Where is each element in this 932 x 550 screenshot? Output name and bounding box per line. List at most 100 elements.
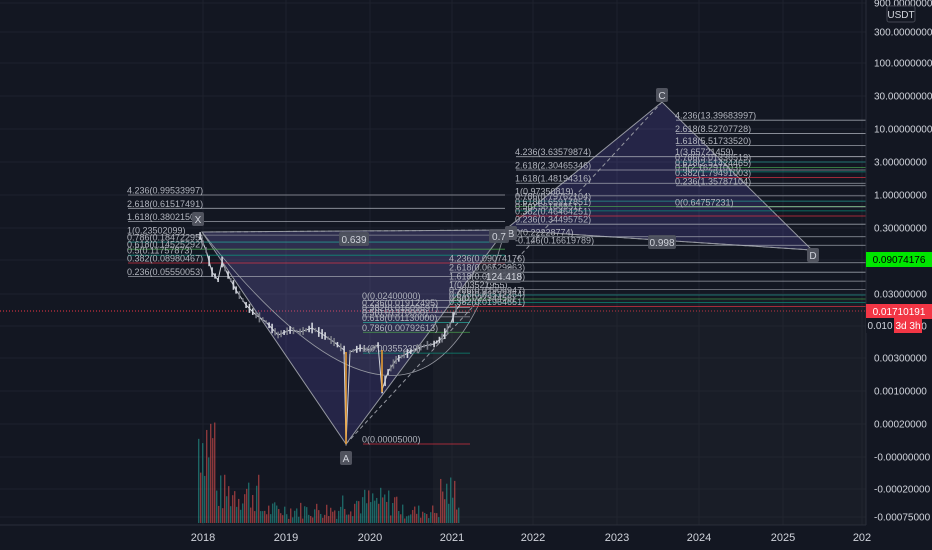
candle [406, 348, 409, 358]
candle [299, 328, 301, 336]
candle [355, 345, 358, 353]
candle [283, 330, 285, 335]
volume-bar [452, 497, 454, 523]
volume-bar [454, 480, 456, 523]
candle [433, 340, 435, 348]
fib-label: 2.618(0.61517491) [127, 199, 203, 209]
fib-label: 1.618(0.38021505) [127, 212, 203, 222]
volume-bar [240, 509, 242, 523]
volume-bar [250, 507, 252, 523]
y-tick-label: -0.00075000 [874, 513, 931, 524]
fib-label: 0.618(0.01130000) [362, 313, 437, 323]
volume-bar [232, 495, 234, 523]
pattern-point-label: B [508, 229, 515, 240]
fib-label: 4.236(0.99533997) [127, 186, 203, 196]
candle [438, 336, 441, 344]
volume-bar [374, 500, 376, 523]
y-tick-label: 900.00000000 [874, 0, 932, 10]
candle [277, 331, 279, 339]
xabcd-pattern[interactable] [201, 101, 814, 445]
candle [221, 256, 223, 268]
volume-bar [348, 514, 350, 523]
y-tick-label: 3.00000000 [874, 158, 927, 169]
fib-label: 1(0.97350819) [515, 186, 574, 196]
volume-bar [272, 503, 274, 523]
volume-bar [208, 457, 210, 523]
candle [238, 291, 241, 299]
candle [251, 308, 254, 315]
candle [274, 328, 276, 336]
time-axis[interactable]: 2018 2019 2020 2021 2022 2023 2024 2025 202 [0, 524, 932, 550]
volume-bar [318, 510, 320, 523]
x-tick-label: 2021 [440, 532, 464, 544]
volume-bar [326, 504, 328, 523]
candle [271, 323, 273, 334]
fib-label: 0.382(0.46464251) [515, 206, 591, 216]
candle [349, 350, 351, 354]
volume-bar [270, 514, 272, 523]
x-tick-label: 2024 [687, 532, 711, 544]
candle [205, 247, 207, 253]
candle [365, 347, 368, 352]
candle [214, 273, 216, 279]
candle [217, 277, 219, 283]
volume-bar [230, 506, 232, 523]
candle [426, 340, 429, 350]
volume-bar [430, 512, 432, 523]
volume-bar [256, 485, 258, 523]
volume-bar [446, 483, 448, 523]
pattern-xab [201, 229, 506, 445]
volume-bar [418, 505, 420, 523]
candle [330, 336, 332, 344]
volume-bar [408, 515, 410, 523]
volume-bar [368, 490, 370, 523]
volume-bar [384, 494, 386, 523]
fib-label: 2.618(8.52707728) [675, 124, 751, 134]
volume-bar [362, 497, 364, 523]
pattern-ratios: 0.639 0.7 124.418 0.998 [339, 229, 676, 283]
fib-label: 0.786(0.79762104) [515, 192, 591, 202]
volume-bar [284, 506, 286, 523]
fib-label: 0.786(0.18472295) [127, 233, 203, 243]
fib-label: 1.618(1.48194316) [515, 174, 591, 184]
fib-label: 1(0.03521955) [449, 280, 508, 290]
volume-bar [344, 508, 346, 523]
candle [443, 328, 446, 340]
volume-bar [444, 499, 446, 523]
candle [409, 349, 412, 354]
volume-bar [198, 438, 200, 523]
volume-bar [440, 478, 442, 523]
candle [227, 271, 229, 279]
candle [446, 324, 449, 335]
candle [317, 327, 320, 337]
volume-bar [380, 487, 382, 523]
volume-bar [300, 502, 302, 523]
volume-bar [246, 488, 248, 523]
currency-badge[interactable]: USDT [886, 5, 916, 23]
price-tag-label: 3d 3h [895, 321, 920, 332]
price-tag-box [866, 252, 932, 267]
candle [286, 327, 288, 336]
volume-bar [322, 517, 324, 523]
y-tick-label: 10.00000000 [874, 125, 932, 136]
volume-bar [306, 507, 308, 523]
volume-bar [222, 508, 224, 523]
volume-bar [448, 503, 450, 523]
fib-label: 0.5(0.01370000) [362, 307, 428, 317]
candle [343, 345, 345, 355]
x-tick-label: 2019 [274, 532, 298, 544]
y-tick-label: 0.00100000 [874, 387, 927, 398]
candle [327, 336, 329, 340]
volume-bar [242, 503, 244, 523]
volume-bar [450, 477, 452, 523]
fib-label: 0.5(0.11757873) [127, 246, 192, 256]
ratio-box [489, 229, 509, 243]
candle [452, 312, 454, 323]
candle [435, 340, 438, 344]
volume-bar [406, 516, 408, 523]
fib-label: 0.618(0.14525292) [127, 240, 203, 250]
candle [403, 351, 405, 359]
x-tick-label: 2018 [191, 532, 215, 544]
